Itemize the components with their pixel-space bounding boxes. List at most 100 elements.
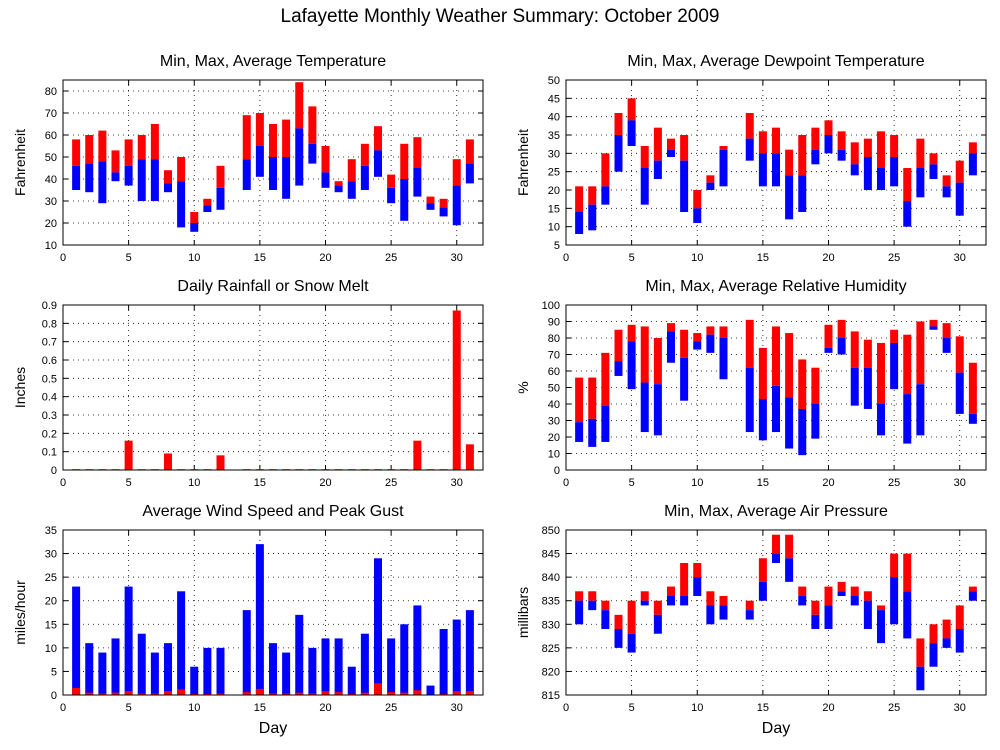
temp-upper-bar-day-23 — [360, 143, 369, 166]
rain-ylabel: Inches — [12, 367, 28, 408]
humidity-upper-bar-day-17 — [785, 333, 794, 398]
humidity-lower-bar-day-2 — [588, 418, 597, 447]
humidity-lower-bar-day-3 — [601, 405, 610, 442]
dewpoint-upper-bar-day-21 — [837, 131, 846, 150]
humidity-lower-bar-day-14 — [745, 367, 754, 433]
pressure-lower-bar-day-22 — [850, 596, 859, 606]
wind-avg-bar-day-23 — [360, 692, 369, 695]
wind-xtick-label: 10 — [188, 702, 200, 714]
dewpoint-upper-bar-day-16 — [772, 127, 780, 154]
dewpoint-upper-bar-day-5 — [627, 98, 636, 121]
humidity-ytick-label: 60 — [548, 366, 560, 378]
pressure-upper-bar-day-29 — [942, 619, 951, 639]
dewpoint-lower-bar-day-8 — [667, 149, 675, 157]
wind-avg-bar-day-19 — [308, 693, 317, 695]
pressure-xtick-label: 10 — [691, 702, 703, 714]
temp-upper-bar-day-6 — [137, 135, 146, 160]
pressure-lower-bar-day-20 — [824, 605, 833, 629]
dewpoint-xtick-label: 0 — [563, 252, 569, 264]
dewpoint-lower-bar-day-22 — [850, 164, 859, 176]
humidity-lower-bar-day-12 — [719, 338, 728, 380]
temp-lower-bar-day-28 — [426, 203, 435, 210]
temp-lower-bar-day-21 — [334, 185, 343, 193]
wind-gust-bar-day-28 — [426, 685, 435, 695]
dewpoint-lower-bar-day-29 — [942, 186, 951, 198]
humidity-lower-bar-day-11 — [706, 334, 715, 353]
pressure-lower-bar-day-28 — [929, 643, 938, 667]
humidity-upper-bar-day-6 — [640, 326, 649, 383]
humidity-ytick-label: 10 — [548, 449, 560, 461]
humidity-upper-bar-day-28 — [929, 319, 938, 327]
humidity-upper-bar-day-22 — [850, 331, 859, 368]
wind-gust-bar-day-18 — [295, 614, 304, 695]
pressure-upper-bar-day-31 — [968, 586, 977, 592]
temp-ytick-label: 40 — [45, 174, 57, 186]
wind-gust-bar-day-30 — [452, 619, 461, 695]
humidity-lower-bar-day-21 — [837, 338, 846, 355]
wind-gust-bar-day-3 — [98, 652, 107, 695]
pressure-lower-bar-day-5 — [627, 633, 636, 653]
pressure-lower-bar-day-11 — [706, 605, 715, 625]
dewpoint-upper-bar-day-20 — [824, 120, 833, 135]
humidity-lower-bar-day-19 — [811, 404, 820, 439]
humidity-ytick-label: 80 — [548, 333, 560, 345]
wind-gust-bar-day-8 — [164, 643, 172, 695]
pressure-ytick-label: 840 — [542, 572, 560, 584]
temp-lower-bar-day-7 — [150, 159, 159, 201]
dewpoint-upper-bar-day-26 — [903, 168, 912, 201]
wind-avg-bar-day-14 — [242, 692, 251, 695]
pressure-lower-bar-day-16 — [772, 553, 780, 563]
rain-xtick-label: 0 — [60, 477, 66, 489]
temp-lower-bar-day-10 — [190, 223, 199, 232]
temp-ytick-label: 10 — [45, 240, 57, 252]
pressure-lower-bar-day-19 — [811, 614, 820, 629]
pressure-lower-bar-day-3 — [601, 610, 610, 629]
pressure-lower-bar-day-31 — [968, 591, 977, 601]
wind-gust-bar-day-11 — [203, 647, 212, 695]
dewpoint-upper-bar-day-25 — [890, 135, 899, 157]
wind-avg-bar-day-7 — [150, 693, 159, 695]
pressure-lower-bar-day-25 — [890, 577, 899, 625]
wind-gust-bar-day-25 — [387, 638, 396, 695]
wind-ytick-label: 10 — [45, 643, 57, 655]
temp-xtick-label: 15 — [254, 252, 266, 264]
wind-ytick-label: 20 — [45, 596, 57, 608]
wind-title: Average Wind Speed and Peak Gust — [142, 503, 404, 520]
dewpoint-ytick-label: 40 — [548, 112, 560, 124]
dewpoint-lower-bar-day-19 — [811, 149, 820, 165]
pressure-xtick-label: 0 — [563, 702, 569, 714]
wind-avg-bar-day-16 — [269, 693, 277, 695]
dewpoint-lower-bar-day-2 — [588, 204, 597, 231]
humidity-ytick-label: 20 — [548, 432, 560, 444]
dewpoint-upper-bar-day-30 — [955, 160, 964, 183]
dewpoint-lower-bar-day-7 — [653, 160, 662, 179]
wind-gust-bar-day-6 — [137, 633, 146, 695]
wind-avg-bar-day-25 — [387, 692, 396, 695]
temp-upper-bar-day-29 — [439, 198, 448, 208]
humidity-lower-bar-day-28 — [929, 326, 938, 330]
wind-ytick-label: 15 — [45, 619, 57, 631]
temp-upper-bar-day-5 — [124, 139, 133, 166]
wind-gust-bar-day-1 — [72, 586, 81, 695]
wind-gust-bar-day-17 — [282, 652, 291, 695]
wind-xtick-label: 0 — [60, 702, 66, 714]
pressure-lower-bar-day-4 — [614, 629, 623, 648]
temp-ytick-label: 50 — [45, 152, 57, 164]
humidity-upper-bar-day-8 — [667, 323, 675, 332]
temp-lower-bar-day-22 — [347, 181, 356, 199]
temp-lower-bar-day-6 — [137, 159, 146, 201]
humidity-ytick-label: 100 — [542, 300, 560, 312]
wind-ylabel: miles/hour — [12, 580, 28, 645]
humidity-chart: Min, Max, Average Relative Humidity 0 10 20… — [515, 278, 987, 489]
humidity-upper-bar-day-19 — [811, 367, 820, 404]
temp-upper-bar-day-19 — [308, 106, 317, 144]
dewpoint-lower-bar-day-15 — [758, 153, 767, 187]
wind-avg-bar-day-2 — [85, 692, 94, 695]
temp-lower-bar-day-26 — [400, 179, 409, 221]
dewpoint-title: Min, Max, Average Dewpoint Temperature — [627, 53, 924, 70]
dewpoint-xtick-label: 10 — [691, 252, 703, 264]
pressure-upper-bar-day-11 — [706, 591, 715, 606]
dewpoint-lower-bar-day-25 — [890, 157, 899, 187]
wind-ytick-label: 5 — [51, 666, 57, 678]
dewpoint-ytick-label: 50 — [548, 75, 560, 87]
